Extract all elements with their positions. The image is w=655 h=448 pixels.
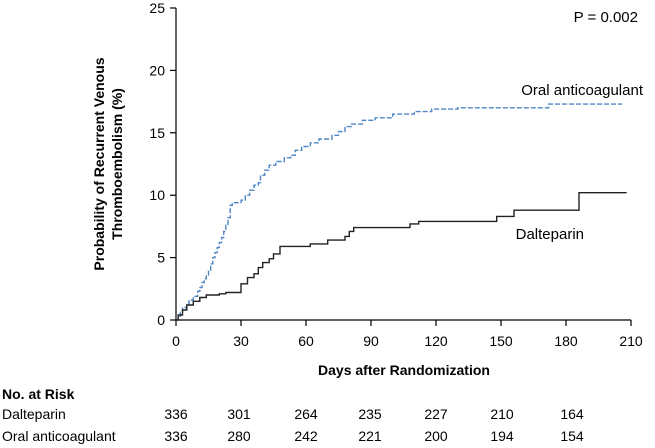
axes bbox=[175, 8, 631, 321]
x-axis-title: Days after Randomization bbox=[318, 362, 490, 378]
x-tick-label: 30 bbox=[233, 333, 249, 349]
series-line-oral-anticoagulant bbox=[176, 103, 623, 321]
y-axis-title: Probability of Recurrent Venous Thromboem… bbox=[91, 57, 125, 270]
risk-cell: 210 bbox=[490, 406, 514, 422]
x-tick-label: 90 bbox=[363, 333, 379, 349]
y-tick-label: 0 bbox=[157, 312, 165, 328]
p-value-annotation: P = 0.002 bbox=[574, 9, 638, 26]
y-axis-title-line-2: Thromboembolism (%) bbox=[109, 88, 125, 240]
risk-cell: 301 bbox=[227, 406, 251, 422]
y-tick-label: 25 bbox=[149, 0, 165, 16]
risk-cell: 242 bbox=[294, 428, 318, 444]
risk-cell: 194 bbox=[490, 428, 514, 444]
x-tick-label: 120 bbox=[424, 333, 448, 349]
risk-cell: 154 bbox=[560, 428, 584, 444]
x-tick-label: 60 bbox=[298, 333, 314, 349]
risk-cell: 200 bbox=[424, 428, 448, 444]
series-label-dalteparin: Dalteparin bbox=[516, 226, 584, 243]
y-tick-label: 10 bbox=[149, 187, 165, 203]
x-tick-label: 0 bbox=[172, 333, 180, 349]
risk-cell: 221 bbox=[358, 428, 382, 444]
y-tick-label: 15 bbox=[149, 125, 165, 141]
y-tick-label: 20 bbox=[149, 62, 165, 78]
x-tick-label: 150 bbox=[489, 333, 513, 349]
ticks: 0 5 10 15 20 25 0 30 60 90 120 150 180 210 bbox=[149, 0, 642, 349]
risk-cell: 280 bbox=[227, 428, 251, 444]
x-tick-label: 210 bbox=[619, 333, 643, 349]
risk-cell: 336 bbox=[164, 406, 188, 422]
risk-row-label: Oral anticoagulant bbox=[2, 428, 116, 444]
risk-table: No. at Risk Dalteparin 336 301 264 235 227 210… bbox=[2, 386, 584, 444]
series-line-dalteparin bbox=[176, 192, 627, 321]
y-tick-label: 5 bbox=[157, 250, 165, 266]
risk-cell: 264 bbox=[294, 406, 318, 422]
series-label-oral-anticoagulant: Oral anticoagulant bbox=[521, 82, 644, 99]
risk-cell: 336 bbox=[164, 428, 188, 444]
x-tick-label: 180 bbox=[554, 333, 578, 349]
risk-row-label: Dalteparin bbox=[2, 406, 66, 422]
series-layer bbox=[176, 103, 627, 321]
risk-cell: 227 bbox=[424, 406, 448, 422]
risk-table-title: No. at Risk bbox=[2, 386, 75, 402]
y-axis-title-line-1: Probability of Recurrent Venous bbox=[91, 57, 107, 270]
risk-cell: 235 bbox=[358, 406, 382, 422]
risk-cell: 164 bbox=[560, 406, 584, 422]
